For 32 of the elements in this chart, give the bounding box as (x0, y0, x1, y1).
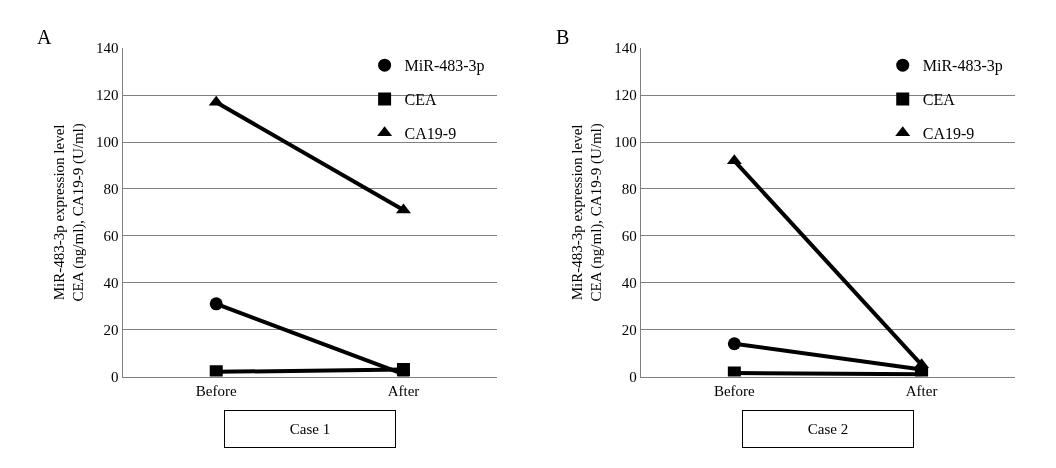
x-tick-label: Before (195, 382, 237, 399)
y-tick-label: 0 (629, 368, 637, 385)
x-axis-title: Case 1 (289, 421, 331, 437)
y-tick-label: 60 (621, 228, 637, 245)
y-tick-label: 20 (103, 321, 119, 338)
y-axis-title: MiR-483-3p expression level CEA (ng/ml), CA19-9 (U/ml) (568, 123, 606, 302)
legend-label: CEA (404, 91, 438, 109)
x-tick-label: After (905, 382, 938, 399)
y-tick-label: 0 (111, 368, 119, 385)
chart-title: B (556, 26, 570, 48)
x-axis-title: Case 2 (807, 421, 849, 437)
x-tick-label: After (387, 382, 420, 399)
y-axis-title: MiR-483-3p expression level CEA (ng/ml), CA19-9 (U/ml) (50, 123, 88, 302)
y-tick-label: 120 (96, 87, 119, 104)
y-tick-label: 20 (621, 321, 637, 338)
y-tick-label: 80 (103, 181, 119, 198)
x-tick-label: Before (713, 382, 756, 399)
y-tick-label: 140 (96, 40, 119, 57)
legend-label: CA19-9 (922, 124, 975, 142)
y-tick-label: 80 (621, 181, 637, 198)
y-tick-label: 100 (96, 134, 119, 151)
y-tick-label: 40 (103, 275, 119, 291)
y-tick-label: 100 (614, 134, 637, 151)
legend-label: CA19-9 (404, 124, 457, 142)
legend-label: CEA (922, 91, 956, 109)
legend-label: MiR-483-3p (404, 57, 485, 76)
y-tick-label: 140 (614, 40, 637, 57)
y-tick-label: 60 (103, 228, 119, 245)
legend-label: MiR-483-3p (922, 57, 1003, 76)
y-tick-label: 40 (621, 275, 637, 291)
y-tick-label: 120 (614, 87, 637, 104)
chart-title: A (37, 26, 52, 48)
